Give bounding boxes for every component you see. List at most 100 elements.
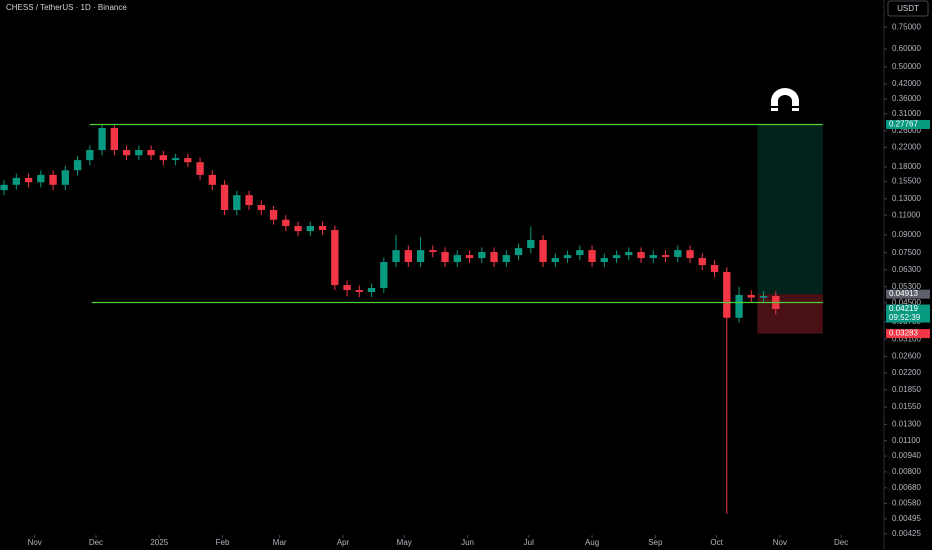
y-tick-label: 0.36000 [892,94,921,103]
x-tick-label: Nov [28,538,42,547]
candle-body [306,226,314,232]
candle-body [612,255,621,259]
last-price-tag-bg [886,304,930,323]
candle-body [282,219,290,227]
x-tick-label: Oct [710,538,723,547]
candle-body [514,248,523,256]
y-tick-label: 0.00800 [892,467,921,476]
candle-body [318,226,327,230]
currency-button[interactable] [887,0,929,17]
candle-body [551,258,559,263]
y-tick-label: 0.07500 [892,248,921,257]
y-tick-label: 0.05300 [892,282,921,291]
last-price-tag: 0.04219 [889,304,918,313]
candle-body [747,294,755,298]
candle-body [135,150,143,156]
candle-body [416,250,425,263]
y-tick-label: 0.02200 [892,368,921,377]
candle-body [196,162,204,175]
y-tick-label: 0.00940 [892,451,921,460]
candle-body [759,296,768,298]
y-tick-label: 0.06300 [892,265,921,274]
candle-body [122,150,131,156]
entry-price-tag: 0.04913 [889,289,918,298]
candle-body [588,250,596,263]
candle-body [576,250,584,256]
candle-body [86,150,94,161]
candle-body [24,177,33,183]
x-tick-label: Jul [524,538,534,547]
candle-body [208,174,216,185]
x-tick-label: Nov [773,538,787,547]
candle-body [380,262,388,289]
candle-body [110,127,119,151]
chart-title: CHESS / TetherUS · 1D · Binance [6,3,127,12]
candle-body [37,174,45,183]
x-tick-label: Feb [216,538,230,547]
candle-body [294,226,302,232]
candle-body [233,195,241,210]
candle-body [184,158,192,163]
entry-price-tag-bg [886,289,930,299]
x-tick-label: May [397,538,412,547]
y-tick-label: 0.26000 [892,126,921,135]
candle-body [355,290,363,293]
loss-zone [757,294,823,334]
y-tick-label: 0.11000 [892,210,921,219]
candle-body [441,252,449,263]
candle-body [159,155,168,161]
candle-body [245,195,253,206]
y-tick-label: 0.31000 [892,109,921,118]
y-tick-label: 0.01300 [892,419,921,428]
x-tick-label: Apr [337,538,350,547]
candle-body [220,184,229,210]
candle-body [453,255,461,263]
stop-price-tag-bg [886,329,930,339]
candle-body [723,271,731,318]
candle-body [12,177,21,185]
candle-body [171,158,180,161]
x-tick-label: Mar [273,538,287,547]
candle-body [257,205,265,210]
y-tick-label: 0.00580 [892,498,921,507]
x-tick-label: Aug [585,538,599,547]
candle-body [392,250,400,263]
x-tick-label: Jun [461,538,474,547]
candle-body [539,239,547,263]
candle-body [49,174,57,185]
candle-body [698,258,706,266]
target-price-tag-bg [886,120,930,130]
candle-body [661,255,670,257]
y-tick-label: 0.75000 [892,22,921,31]
candle-body [637,252,645,259]
x-tick-label: Dec [834,538,848,547]
y-tick-label: 0.15500 [892,177,921,186]
y-tick-label: 0.04500 [892,298,921,307]
y-tick-label: 0.09000 [892,230,921,239]
x-tick-label: 2025 [150,538,168,547]
y-tick-label: 0.01550 [892,402,921,411]
y-tick-label: 0.00680 [892,483,921,492]
candle-body [73,160,82,171]
candle-body [527,239,535,249]
candle-body [735,294,743,318]
candle-body [269,209,278,220]
candle-body [404,250,412,263]
y-tick-label: 0.60000 [892,44,921,53]
y-tick-label: 0.00425 [892,529,921,538]
candle-body [674,250,682,257]
y-tick-label: 0.18000 [892,162,921,171]
y-tick-label: 0.22000 [892,142,921,151]
candle-body [147,150,155,156]
currency-label[interactable]: USDT [897,4,919,13]
candle-body [61,170,70,185]
y-tick-label: 0.00495 [892,514,921,523]
y-tick-label: 0.50000 [892,62,921,71]
x-tick-label: Dec [89,538,103,547]
candle-body [625,252,633,256]
target-price-tag: 0.27767 [889,120,918,129]
y-tick-label: 0.02600 [892,352,921,361]
candle-body [465,255,474,259]
y-tick-label: 0.03100 [892,334,921,343]
